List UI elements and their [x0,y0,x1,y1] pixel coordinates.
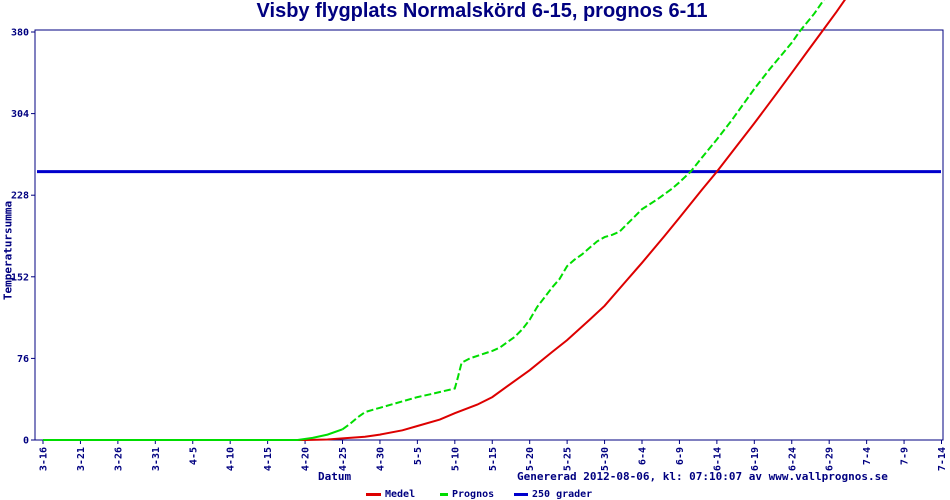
svg-text:3-26: 3-26 [113,447,124,471]
svg-text:7-4: 7-4 [862,447,873,465]
250-grader-line-swatch [514,493,528,496]
legend-label-medel: Medel [385,489,416,500]
medel-line-swatch [366,493,381,496]
svg-text:152: 152 [11,272,29,283]
prognos-line [341,0,825,431]
prognos-line-swatch [440,493,448,496]
svg-text:5-30: 5-30 [600,447,611,471]
legend-item-medel: Medel [366,489,415,500]
legend-label-250-grader: 250 grader [532,489,593,500]
svg-text:4-25: 4-25 [338,447,349,471]
svg-text:5-15: 5-15 [488,447,499,471]
svg-text:304: 304 [11,109,29,120]
svg-text:6-24: 6-24 [787,447,798,471]
svg-text:6-4: 6-4 [638,447,649,465]
svg-text:4-10: 4-10 [226,447,237,471]
plot-frame [34,29,944,441]
svg-text:5-25: 5-25 [563,447,574,471]
svg-text:76: 76 [17,354,29,365]
svg-text:4-20: 4-20 [301,447,312,471]
svg-text:3-21: 3-21 [76,447,87,471]
svg-text:5-10: 5-10 [450,447,461,471]
chart-title: Visby flygplats Normalskörd 6-15, progno… [256,0,708,22]
svg-text:7-9: 7-9 [900,447,911,465]
svg-text:3-16: 3-16 [39,447,50,471]
x-axis-title: Datum [318,470,352,483]
svg-text:380: 380 [11,28,29,39]
svg-text:6-29: 6-29 [825,447,836,471]
prognos-line-flat [43,428,343,441]
svg-text:4-5: 4-5 [188,447,199,465]
svg-text:5-20: 5-20 [525,447,536,471]
svg-text:6-19: 6-19 [750,447,761,471]
svg-text:6-9: 6-9 [675,447,686,465]
svg-text:7-14: 7-14 [937,447,948,471]
svg-text:4-15: 4-15 [263,447,274,471]
svg-text:0: 0 [23,436,29,447]
svg-text:5-5: 5-5 [413,447,424,465]
svg-text:4-30: 4-30 [375,447,386,471]
legend-item-250-grader: 250 grader [514,489,592,500]
svg-text:3-31: 3-31 [151,447,162,471]
generated-timestamp: Genererad 2012-08-06, kl: 07:10:07 av ww… [517,470,888,483]
medel-line [43,0,846,441]
svg-text:6-14: 6-14 [712,447,723,471]
legend-label-prognos: Prognos [452,489,495,500]
svg-text:228: 228 [11,191,29,202]
legend-item-prognos: Prognos [440,489,494,500]
